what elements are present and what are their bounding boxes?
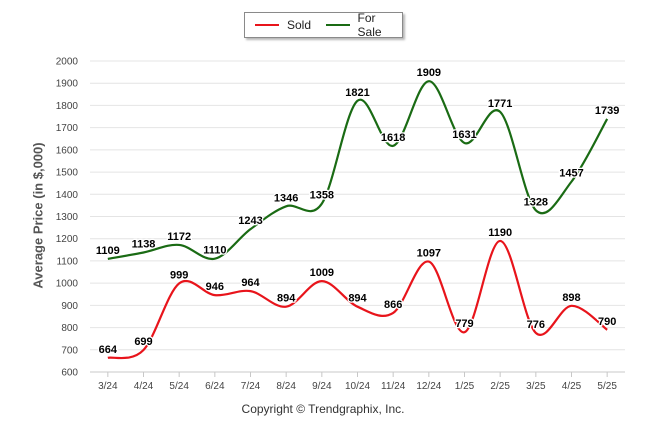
x-tick-label: 4/25 xyxy=(562,381,582,392)
y-tick-label: 1900 xyxy=(56,79,79,90)
y-tick-label: 1800 xyxy=(56,101,79,112)
y-tick-label: 1300 xyxy=(56,212,79,223)
copyright-text: Copyright © Trendgraphix, Inc. xyxy=(241,402,405,416)
data-label-for-sale: 1358 xyxy=(310,190,334,202)
legend-item-for-sale[interactable]: For Sale xyxy=(326,11,402,39)
y-tick-label: 700 xyxy=(61,345,78,356)
y-tick-label: 1500 xyxy=(56,168,79,179)
x-tick-label: 11/24 xyxy=(381,381,406,392)
data-label-sold: 1009 xyxy=(310,267,334,279)
series-line-sold xyxy=(107,239,608,360)
y-tick-label: 900 xyxy=(61,301,78,312)
data-label-sold: 664 xyxy=(99,344,118,356)
data-label-for-sale: 1328 xyxy=(524,196,548,208)
y-tick-label: 1600 xyxy=(56,145,79,156)
y-tick-label: 2000 xyxy=(56,57,79,68)
data-label-for-sale: 1138 xyxy=(132,238,156,250)
x-tick-label: 12/24 xyxy=(416,381,441,392)
data-label-sold: 898 xyxy=(562,292,580,304)
x-tick-label: 8/24 xyxy=(276,381,296,392)
line-chart: 600 700 800 900 1000 1100 1200 1300 1400 1500 1600… xyxy=(56,57,625,392)
data-label-sold: 1097 xyxy=(417,248,441,260)
x-tick-label: 4/24 xyxy=(134,381,154,392)
data-label-for-sale: 1909 xyxy=(417,67,441,79)
legend-swatch-sold xyxy=(255,24,279,26)
legend-swatch-for-sale xyxy=(326,24,350,26)
x-tick-label: 10/24 xyxy=(345,381,370,392)
x-tick-label: 5/24 xyxy=(169,381,189,392)
legend-label-sold: Sold xyxy=(287,18,312,32)
y-tick-label: 1100 xyxy=(56,256,78,267)
y-tick-label: 1200 xyxy=(56,234,79,245)
x-tick-label: 3/24 xyxy=(98,381,118,392)
data-label-for-sale: 1631 xyxy=(452,129,476,141)
x-tick-label: 3/25 xyxy=(526,381,546,392)
data-label-for-sale: 1739 xyxy=(595,105,619,117)
data-label-sold: 1190 xyxy=(488,227,512,239)
legend-item-sold[interactable]: Sold xyxy=(255,18,311,32)
x-tick-label: 6/24 xyxy=(205,381,225,392)
x-tick-label: 1/25 xyxy=(455,381,475,392)
data-label-sold: 866 xyxy=(384,299,402,311)
legend-label-for-sale: For Sale xyxy=(357,11,382,39)
data-label-for-sale: 1618 xyxy=(381,132,405,144)
data-label-for-sale: 1457 xyxy=(559,168,583,180)
data-label-for-sale: 1243 xyxy=(238,215,262,227)
chart-legend: Sold For Sale xyxy=(244,11,403,39)
x-tick-label: 7/24 xyxy=(241,381,261,392)
data-label-for-sale: 1346 xyxy=(274,192,298,204)
series-line-for-sale xyxy=(107,80,609,261)
data-label-sold: 699 xyxy=(134,336,152,348)
y-tick-label: 1700 xyxy=(56,123,79,134)
y-tick-label: 800 xyxy=(61,323,78,334)
data-label-for-sale: 1172 xyxy=(167,231,191,243)
x-tick-label: 9/24 xyxy=(312,381,332,392)
x-tick-label: 5/25 xyxy=(597,381,617,392)
data-label-sold: 946 xyxy=(206,281,224,293)
y-tick-label: 600 xyxy=(61,368,78,379)
data-label-sold: 999 xyxy=(170,269,188,281)
data-label-sold: 964 xyxy=(241,277,260,289)
data-label-sold: 894 xyxy=(277,293,296,305)
data-label-sold: 776 xyxy=(527,319,545,331)
y-tick-label: 1400 xyxy=(56,190,79,201)
data-label-sold: 790 xyxy=(598,316,616,328)
x-tick-label: 2/25 xyxy=(490,381,510,392)
data-label-sold: 894 xyxy=(348,293,367,305)
data-label-for-sale: 1109 xyxy=(96,245,120,257)
data-label-sold: 779 xyxy=(455,318,473,330)
data-label-for-sale: 1821 xyxy=(345,87,369,99)
data-label-for-sale: 1110 xyxy=(203,245,226,257)
data-label-for-sale: 1771 xyxy=(488,98,512,110)
y-tick-label: 1000 xyxy=(56,279,79,290)
